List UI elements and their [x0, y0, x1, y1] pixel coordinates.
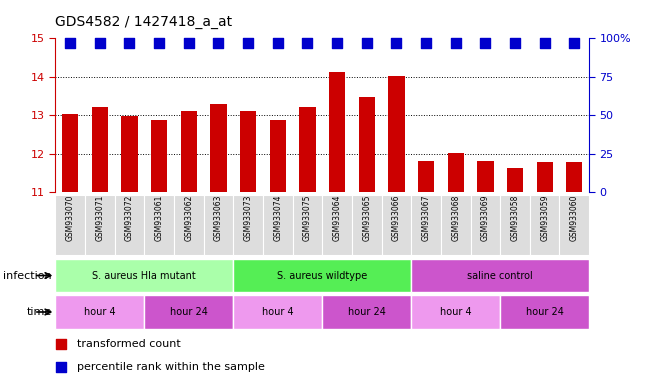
Point [65, 40, 76, 46]
Text: GSM933061: GSM933061 [155, 195, 163, 241]
Bar [210, 104, 227, 192]
Bar [411, 195, 441, 255]
Point [361, 40, 372, 46]
Bar [151, 120, 167, 192]
Text: infection: infection [3, 270, 52, 281]
Bar [507, 168, 523, 192]
Bar [85, 195, 115, 255]
Bar [329, 72, 345, 192]
Text: GSM933069: GSM933069 [481, 195, 490, 241]
Text: GSM933062: GSM933062 [184, 195, 193, 241]
Bar [411, 259, 589, 292]
Bar [145, 195, 174, 255]
Bar [92, 107, 108, 192]
Point [480, 40, 491, 46]
Text: GSM933067: GSM933067 [422, 195, 430, 241]
Bar [566, 162, 583, 192]
Text: time: time [27, 307, 52, 317]
Text: GDS4582 / 1427418_a_at: GDS4582 / 1427418_a_at [55, 15, 232, 29]
Text: GSM933073: GSM933073 [243, 195, 253, 241]
Text: hour 24: hour 24 [170, 307, 208, 317]
Bar [55, 195, 85, 255]
Text: GSM933072: GSM933072 [125, 195, 134, 241]
Bar [536, 162, 553, 192]
Text: GSM933071: GSM933071 [95, 195, 104, 241]
Text: hour 4: hour 4 [440, 307, 471, 317]
Point [273, 40, 283, 46]
Text: S. aureus Hla mutant: S. aureus Hla mutant [92, 270, 196, 281]
Bar [471, 195, 500, 255]
Point [540, 40, 550, 46]
Point [366, 25, 376, 31]
Point [366, 230, 376, 236]
Bar [441, 195, 471, 255]
Point [214, 40, 224, 46]
Point [510, 40, 520, 46]
Bar [381, 195, 411, 255]
Point [421, 40, 431, 46]
Text: GSM933065: GSM933065 [362, 195, 371, 241]
Bar [500, 295, 589, 329]
Point [154, 40, 164, 46]
Text: GSM933066: GSM933066 [392, 195, 401, 241]
Text: saline control: saline control [467, 270, 533, 281]
Point [332, 40, 342, 46]
Bar [292, 195, 322, 255]
Text: GSM933060: GSM933060 [570, 195, 579, 241]
Bar [447, 153, 464, 192]
Bar [240, 111, 256, 192]
Bar [55, 259, 233, 292]
Point [94, 40, 105, 46]
Bar [263, 195, 292, 255]
Text: GSM933068: GSM933068 [451, 195, 460, 241]
Bar [55, 295, 145, 329]
Bar [359, 97, 375, 192]
Bar [500, 195, 530, 255]
Text: GSM933075: GSM933075 [303, 195, 312, 241]
Bar [121, 116, 137, 192]
Text: GSM933070: GSM933070 [66, 195, 75, 241]
Bar [115, 195, 145, 255]
Text: GSM933074: GSM933074 [273, 195, 283, 241]
Point [391, 40, 402, 46]
Bar [299, 107, 316, 192]
Bar [411, 295, 500, 329]
Text: GSM933058: GSM933058 [510, 195, 519, 241]
Bar [418, 161, 434, 192]
Bar [322, 295, 411, 329]
Bar [322, 195, 352, 255]
Text: GSM933059: GSM933059 [540, 195, 549, 241]
Bar [233, 195, 263, 255]
Bar [62, 114, 78, 192]
Text: transformed count: transformed count [77, 339, 180, 349]
Point [243, 40, 253, 46]
Bar [233, 259, 411, 292]
Point [302, 40, 312, 46]
Bar [559, 195, 589, 255]
Text: GSM933063: GSM933063 [214, 195, 223, 241]
Bar [174, 195, 204, 255]
Bar [477, 161, 493, 192]
Bar [270, 120, 286, 192]
Text: hour 4: hour 4 [84, 307, 116, 317]
Point [569, 40, 579, 46]
Text: GSM933064: GSM933064 [333, 195, 342, 241]
Bar [145, 295, 233, 329]
Text: hour 24: hour 24 [348, 307, 385, 317]
Text: S. aureus wildtype: S. aureus wildtype [277, 270, 367, 281]
Text: percentile rank within the sample: percentile rank within the sample [77, 362, 264, 372]
Bar [233, 295, 322, 329]
Bar [530, 195, 559, 255]
Bar [388, 76, 404, 192]
Bar [180, 111, 197, 192]
Bar [352, 195, 381, 255]
Point [124, 40, 135, 46]
Bar [204, 195, 233, 255]
Text: hour 4: hour 4 [262, 307, 294, 317]
Text: hour 24: hour 24 [526, 307, 564, 317]
Point [450, 40, 461, 46]
Point [184, 40, 194, 46]
